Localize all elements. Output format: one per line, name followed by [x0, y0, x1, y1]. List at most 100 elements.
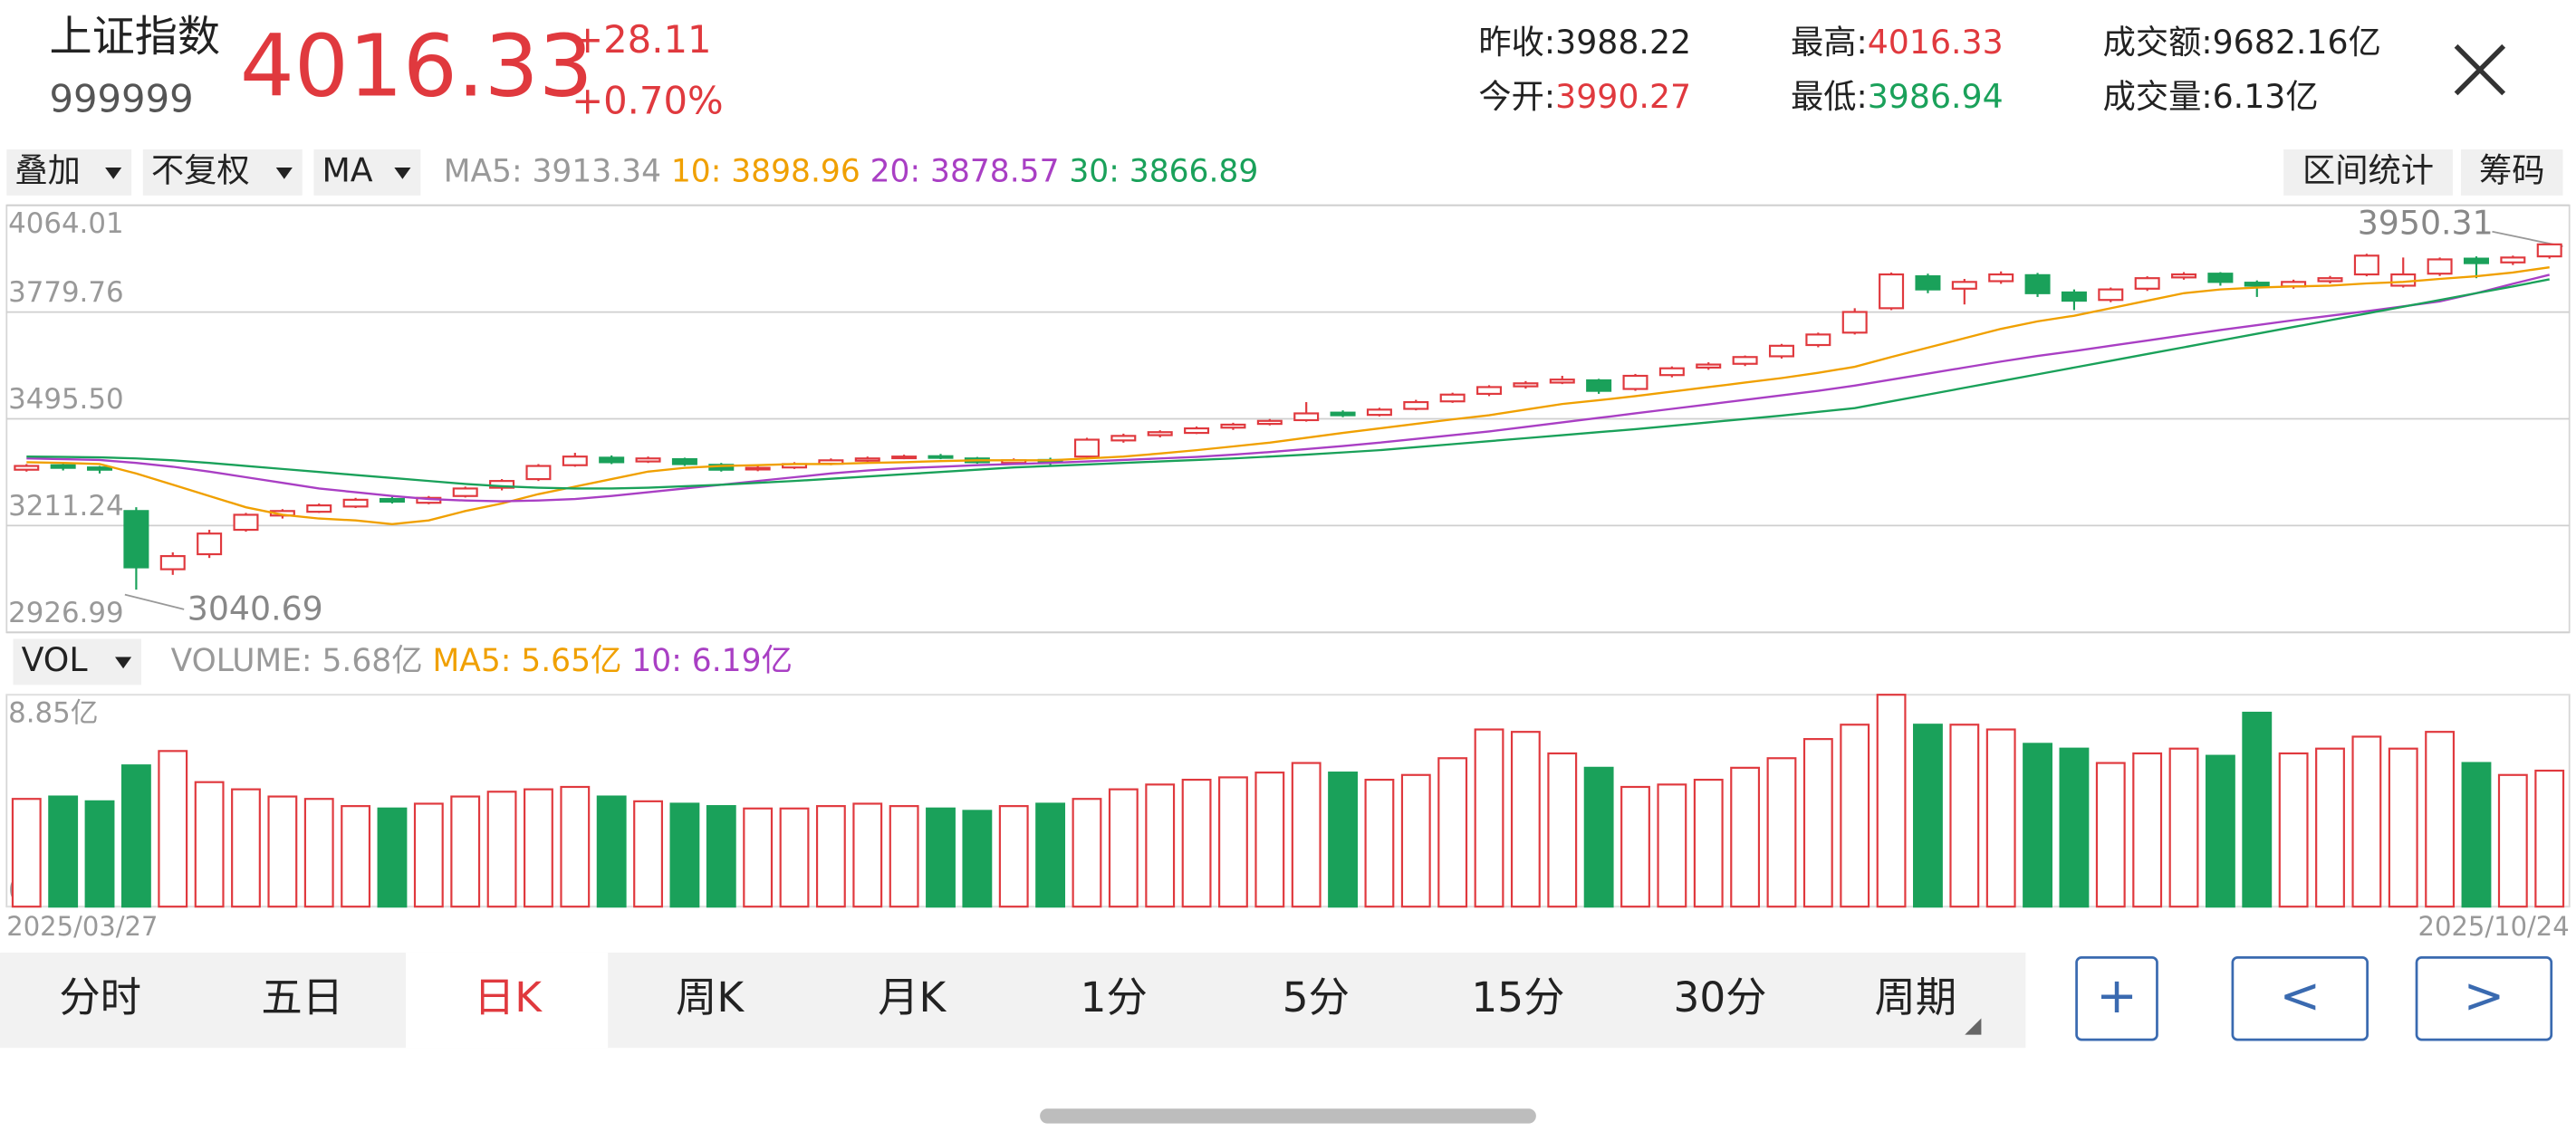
candle-body [1768, 344, 1794, 358]
stat-value: 3988.22 [1555, 23, 1691, 62]
tab[interactable]: 1分 [1081, 973, 1148, 1021]
candle-body [87, 466, 113, 471]
volume-bar [815, 805, 846, 908]
ma-legend: MA5: 3913.34 10: 3898.96 20: 3878.57 30: 38… [444, 153, 1259, 189]
volume-bar [48, 795, 79, 908]
legend-entry: MA5: 3913.34 [444, 153, 661, 189]
tab[interactable]: 日K [406, 952, 609, 1049]
volume-bar [120, 764, 151, 908]
tab[interactable]: 分时 [59, 973, 141, 1021]
stat: 最高:4016.33 [1791, 23, 2004, 62]
home-indicator [1040, 1108, 1536, 1124]
nav-button[interactable]: < [2231, 956, 2369, 1041]
nav-button[interactable]: + [2075, 956, 2158, 1041]
tab[interactable]: 五日 [261, 973, 343, 1021]
price-change: +28.11 [572, 17, 711, 62]
volume-bar [2388, 747, 2418, 908]
volume-bar [1400, 773, 1431, 908]
dropdown[interactable]: 叠加 [6, 149, 132, 196]
candle-body [2390, 273, 2417, 287]
tab-label: 周K [676, 973, 745, 1021]
candle-body [1879, 273, 1905, 310]
ma-line [26, 273, 2550, 503]
volume-bar [1108, 788, 1139, 908]
nav-button-label: + [2096, 966, 2138, 1024]
volume-bar [450, 795, 481, 908]
legend-entry: VOLUME: 5.68亿 [171, 642, 423, 678]
dropdown-arrow [275, 168, 293, 179]
dropdown[interactable]: 不复权 [142, 149, 303, 196]
dropdown-bg [142, 149, 303, 196]
volume-bar [669, 802, 700, 908]
candle-body [562, 455, 588, 466]
candle-body [2244, 282, 2270, 287]
candle-body [928, 455, 954, 459]
stat-label: 最高: [1791, 23, 1868, 62]
dropdown[interactable]: VOL [13, 638, 142, 686]
candle-body [1513, 382, 1539, 388]
volume-bar [1876, 694, 1907, 908]
y-tick-label: 4064.01 [8, 207, 123, 240]
y-tick-label: 3495.50 [8, 383, 123, 416]
legend-entry: 20: 3878.57 [870, 153, 1060, 189]
ma-line [26, 278, 2550, 490]
volume-bar [1254, 772, 1285, 908]
volume-bar [1218, 776, 1248, 908]
stat: 昨收:3988.22 [1478, 23, 1691, 62]
candle-body [489, 480, 515, 489]
price-change-pct: +0.70% [572, 78, 723, 122]
legend-entry: 30: 3866.89 [1069, 153, 1258, 189]
y-tick-label: 2926.99 [8, 597, 123, 629]
candle-body [1439, 393, 1466, 403]
stat-value: 9682.16亿 [2213, 23, 2381, 62]
volume-bar [889, 805, 919, 908]
close-button[interactable] [2454, 43, 2506, 96]
volume-bar [2132, 752, 2163, 908]
candle-body [1403, 400, 1429, 410]
volume-bar [596, 795, 627, 908]
button-label: 区间统计 [2302, 150, 2434, 189]
candle-body [2500, 256, 2526, 264]
nav-button[interactable]: > [2415, 956, 2553, 1041]
tab-label: 15分 [1471, 973, 1564, 1021]
volume-bar [1840, 724, 1870, 908]
tab-active-bg [406, 952, 609, 1049]
ma-line [26, 265, 2550, 526]
volume-bar [1620, 785, 1650, 908]
volume-bar [926, 807, 956, 908]
tab[interactable]: 15分 [1471, 973, 1564, 1021]
button-label: 筹码 [2479, 150, 2545, 189]
candle-body [1805, 333, 1831, 347]
tab[interactable]: 周期 [1875, 973, 1957, 1021]
candle-body [1915, 275, 1941, 291]
candle-body [2427, 258, 2453, 275]
candle-body [1951, 281, 1977, 290]
candle-body [1476, 386, 1503, 396]
candle-body [525, 465, 552, 481]
candle-body [2207, 273, 2234, 283]
volume-bar [413, 802, 444, 908]
stat: 成交额:9682.16亿 [2103, 23, 2381, 62]
button-bg [2461, 149, 2563, 196]
nav-button-label: < [2279, 966, 2321, 1024]
candle-body [1696, 363, 1722, 369]
toolbar-button[interactable]: 区间统计 [2283, 149, 2453, 196]
volume-bar [341, 805, 371, 908]
dropdown-label: 叠加 [14, 150, 81, 189]
volume-bar [2095, 762, 2126, 908]
candle-body [1841, 311, 1868, 334]
dropdown[interactable]: MA [313, 149, 421, 196]
tab[interactable]: 周K [676, 973, 745, 1021]
toolbar-button[interactable]: 筹码 [2461, 149, 2563, 196]
tab[interactable]: 月K [878, 973, 947, 1021]
candle-body [1110, 435, 1137, 442]
volume-bar [1985, 728, 2016, 908]
volume-bar [486, 791, 517, 908]
tab-label: 五日 [261, 973, 343, 1021]
tab-label: 30分 [1674, 973, 1767, 1021]
tab[interactable]: 30分 [1674, 973, 1767, 1021]
stat-label: 今开: [1478, 77, 1555, 116]
tab[interactable]: 5分 [1283, 973, 1350, 1021]
